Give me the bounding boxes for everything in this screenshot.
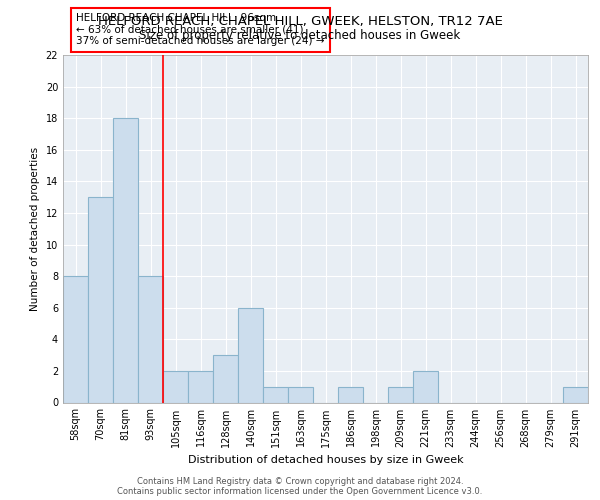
Bar	[138, 276, 163, 402]
Bar	[113, 118, 138, 403]
Text: Contains HM Land Registry data © Crown copyright and database right 2024.
Contai: Contains HM Land Registry data © Crown c…	[118, 476, 482, 496]
Text: Size of property relative to detached houses in Gweek: Size of property relative to detached ho…	[139, 29, 461, 42]
X-axis label: Distribution of detached houses by size in Gweek: Distribution of detached houses by size …	[188, 455, 463, 465]
Bar	[338, 386, 363, 402]
Bar	[88, 197, 113, 402]
Bar	[238, 308, 263, 402]
Bar	[288, 386, 313, 402]
Bar	[188, 371, 213, 402]
Bar	[388, 386, 413, 402]
Bar	[213, 355, 238, 403]
Bar	[413, 371, 438, 402]
Text: HELFORD REACH CHAPEL HILL: 96sqm
← 63% of detached houses are smaller (41)
37% o: HELFORD REACH CHAPEL HILL: 96sqm ← 63% o…	[76, 14, 325, 46]
Bar	[263, 386, 288, 402]
Text: HELFORD REACH, CHAPEL HILL, GWEEK, HELSTON, TR12 7AE: HELFORD REACH, CHAPEL HILL, GWEEK, HELST…	[98, 15, 502, 28]
Bar	[163, 371, 188, 402]
Bar	[563, 386, 588, 402]
Y-axis label: Number of detached properties: Number of detached properties	[30, 146, 40, 311]
Bar	[63, 276, 88, 402]
